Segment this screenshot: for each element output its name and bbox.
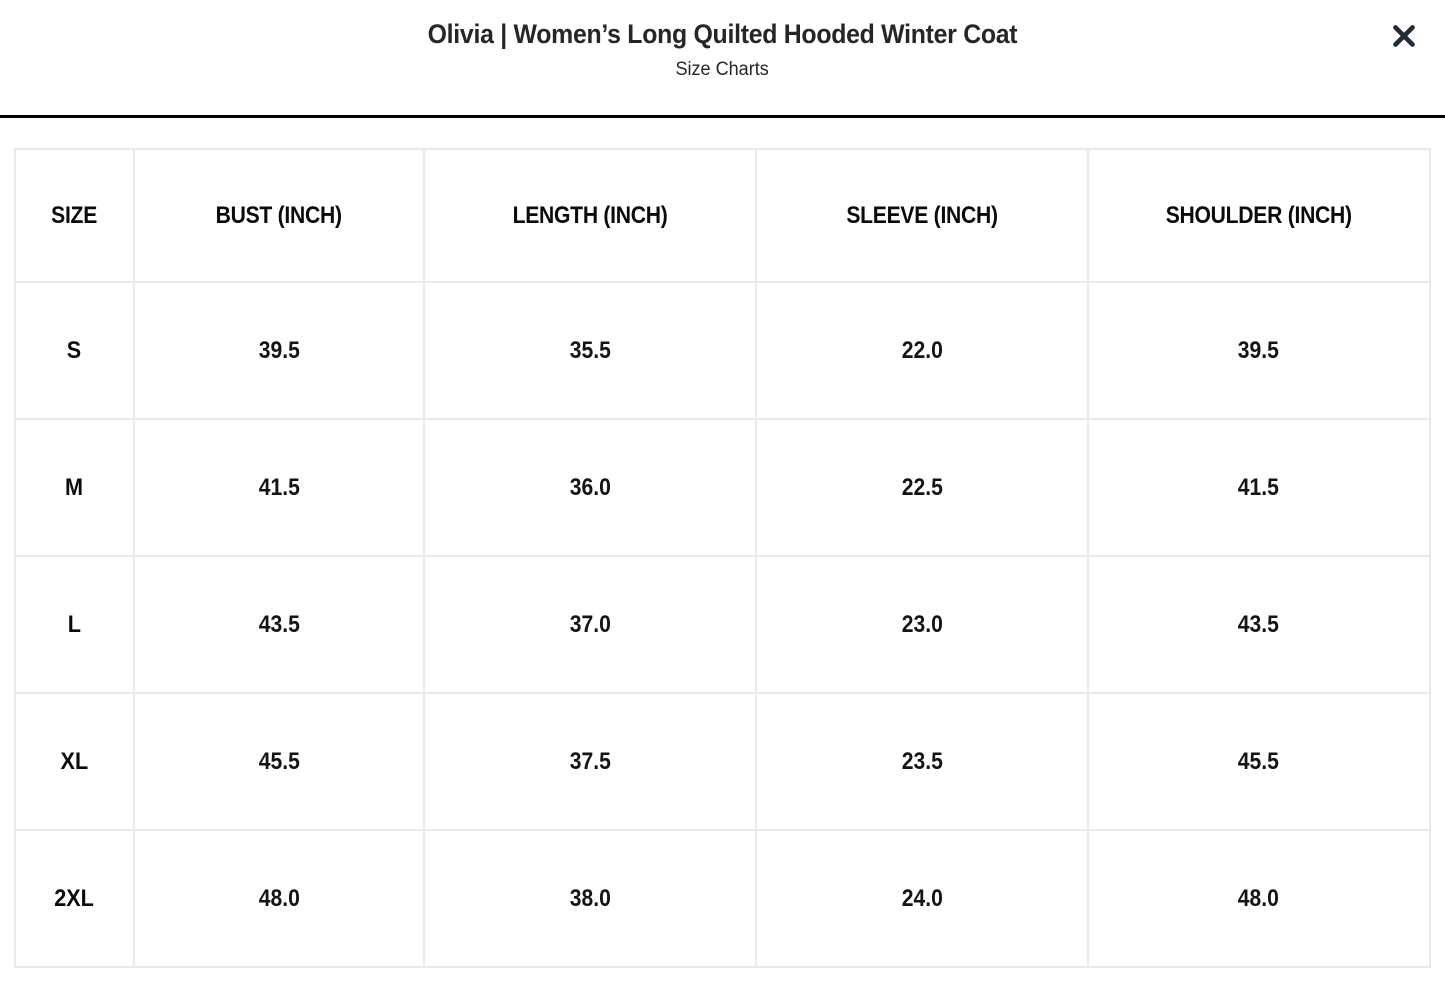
size-cell: M — [14, 418, 135, 557]
shoulder-cell: 39.5 — [1086, 281, 1432, 420]
shoulder-cell: 41.5 — [1086, 418, 1432, 557]
shoulder-cell: 48.0 — [1086, 829, 1432, 968]
table-row: 2XL 48.0 38.0 24.0 48.0 — [14, 829, 1432, 968]
length-cell: 35.5 — [422, 281, 758, 420]
table-row: L 43.5 37.0 23.0 43.5 — [14, 555, 1432, 694]
bust-cell: 45.5 — [132, 692, 425, 831]
close-icon — [1389, 21, 1419, 51]
bust-cell: 48.0 — [132, 829, 425, 968]
bust-cell: 43.5 — [132, 555, 425, 694]
length-cell: 38.0 — [422, 829, 758, 968]
sleeve-cell: 23.0 — [755, 555, 1089, 694]
table-header-row: SIZE BUST (INCH) LENGTH (INCH) SLEEVE (I… — [14, 148, 1432, 283]
page-subtitle: Size Charts — [675, 59, 770, 80]
column-header-sleeve: SLEEVE (INCH) — [755, 148, 1089, 283]
page-title: Olivia | Women’s Long Quilted Hooded Win… — [427, 19, 1018, 49]
bust-cell: 39.5 — [132, 281, 425, 420]
shoulder-cell: 45.5 — [1086, 692, 1432, 831]
column-header-shoulder: SHOULDER (INCH) — [1086, 148, 1432, 283]
sleeve-cell: 24.0 — [755, 829, 1089, 968]
column-header-length: LENGTH (INCH) — [422, 148, 758, 283]
modal-header: Olivia | Women’s Long Quilted Hooded Win… — [0, 0, 1445, 118]
column-header-size: SIZE — [14, 148, 135, 283]
length-cell: 36.0 — [422, 418, 758, 557]
table-row: XL 45.5 37.5 23.5 45.5 — [14, 692, 1432, 831]
bust-cell: 41.5 — [132, 418, 425, 557]
size-cell: XL — [14, 692, 135, 831]
sleeve-cell: 22.5 — [755, 418, 1089, 557]
size-cell: 2XL — [14, 829, 135, 968]
column-header-bust: BUST (INCH) — [132, 148, 425, 283]
length-cell: 37.5 — [422, 692, 758, 831]
table-row: M 41.5 36.0 22.5 41.5 — [14, 418, 1432, 557]
shoulder-cell: 43.5 — [1086, 555, 1432, 694]
length-cell: 37.0 — [422, 555, 758, 694]
table-container: SIZE BUST (INCH) LENGTH (INCH) SLEEVE (I… — [0, 118, 1445, 968]
size-chart-table: SIZE BUST (INCH) LENGTH (INCH) SLEEVE (I… — [14, 148, 1432, 968]
size-cell: L — [14, 555, 135, 694]
sleeve-cell: 23.5 — [755, 692, 1089, 831]
close-button[interactable] — [1386, 18, 1422, 54]
table-row: S 39.5 35.5 22.0 39.5 — [14, 281, 1432, 420]
size-cell: S — [14, 281, 135, 420]
sleeve-cell: 22.0 — [755, 281, 1089, 420]
